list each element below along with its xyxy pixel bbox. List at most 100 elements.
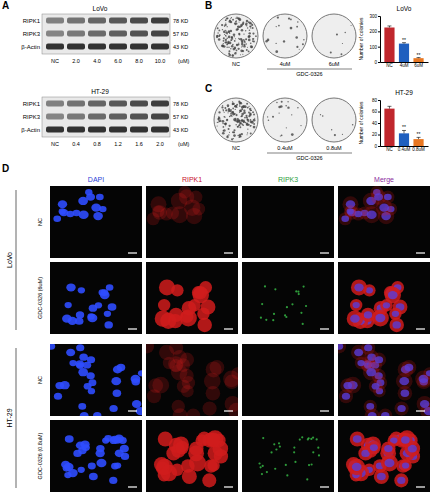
colony [342, 134, 343, 135]
panel-letter: D [2, 163, 9, 174]
colony [233, 138, 234, 139]
bar [413, 139, 423, 146]
colony [233, 129, 235, 131]
micrograph-content [338, 344, 430, 416]
micrograph-bg [338, 420, 430, 492]
micrograph [338, 262, 430, 334]
nucleus [76, 311, 84, 318]
colony [221, 45, 224, 48]
micrograph [50, 186, 142, 258]
cytoplasm [367, 441, 381, 455]
colony [285, 105, 287, 107]
scale-bar [224, 328, 233, 329]
colony [234, 36, 235, 37]
nucleus [109, 405, 117, 412]
nucleus [50, 344, 55, 350]
micrograph-bg [146, 420, 238, 492]
channel-label: Merge [374, 176, 394, 184]
ripk3-signal [310, 438, 312, 440]
tick-mark [378, 123, 380, 124]
scale-bar [320, 328, 329, 329]
colony [227, 119, 228, 120]
panel-letter: C [205, 83, 212, 94]
colony [251, 110, 252, 111]
nucleus [364, 311, 372, 318]
axis-title: Number of colonies [358, 101, 364, 145]
bar [399, 133, 409, 146]
nucleus [364, 344, 372, 351]
colony [217, 122, 218, 123]
nucleus [66, 349, 75, 357]
nucleus [426, 370, 430, 376]
nucleus [96, 445, 104, 452]
cytoplasm [423, 367, 430, 379]
micrograph [146, 262, 238, 334]
band [130, 101, 148, 107]
nucleus [69, 360, 76, 366]
colony [230, 113, 232, 115]
error-bar [387, 106, 391, 108]
band [130, 114, 148, 120]
tick: 0.4uM [398, 146, 411, 152]
nucleus [109, 477, 117, 484]
chart-title: HT-29 [395, 89, 413, 96]
blot: LoVoRIPK178 KDRIPK357 KDβ-Actin43 KDNC2.… [21, 5, 189, 64]
colony [296, 26, 298, 28]
colony [240, 102, 242, 104]
cytoplasm [148, 378, 163, 393]
colony [235, 21, 237, 23]
nucleus [65, 435, 74, 443]
cytoplasm [175, 441, 189, 455]
band [67, 101, 85, 107]
channel-label: DAPI [88, 176, 104, 183]
nucleus [80, 412, 89, 416]
ripk3-signal [312, 451, 314, 453]
colony [233, 33, 236, 36]
ripk3-signal [275, 448, 277, 450]
band [67, 127, 85, 133]
protein-label: β-Actin [21, 44, 40, 50]
ripk3-signal [264, 285, 266, 287]
colony [249, 22, 252, 25]
nucleus [79, 354, 88, 361]
tick: 0 [374, 144, 380, 149]
lane-label: 8.0 [135, 58, 143, 64]
scale-bar [416, 328, 425, 329]
band [88, 127, 106, 133]
colony [249, 30, 251, 32]
cytoplasm [350, 299, 362, 311]
colony [245, 38, 247, 40]
colony [235, 119, 236, 120]
ripk3-signal [274, 288, 276, 290]
ripk3-signal [259, 466, 261, 468]
colony [246, 123, 249, 126]
scale-bar [224, 410, 233, 411]
band [151, 18, 169, 24]
colony [280, 135, 281, 136]
ripk3-signal [265, 319, 267, 321]
colony [228, 125, 230, 127]
colony [218, 122, 219, 123]
colony [243, 39, 245, 41]
colony [227, 32, 228, 33]
group-bracket [16, 348, 17, 488]
plate-label: 0.8uM [326, 145, 342, 151]
significance: ** [417, 131, 421, 137]
lane-label: NC [51, 141, 59, 147]
colony [224, 123, 226, 125]
scale-bar [320, 410, 329, 411]
tick-mark [378, 135, 380, 136]
colony [249, 32, 251, 34]
scale-bar [416, 252, 425, 253]
cytoplasm [361, 344, 375, 355]
colony [243, 125, 244, 126]
colony [248, 35, 251, 38]
colony [278, 25, 280, 27]
colony [268, 120, 270, 122]
colony [245, 30, 246, 31]
cytoplasm [389, 308, 401, 320]
colony [225, 41, 227, 43]
micrograph-content [50, 344, 142, 416]
colony [290, 27, 293, 30]
colony [223, 116, 225, 118]
